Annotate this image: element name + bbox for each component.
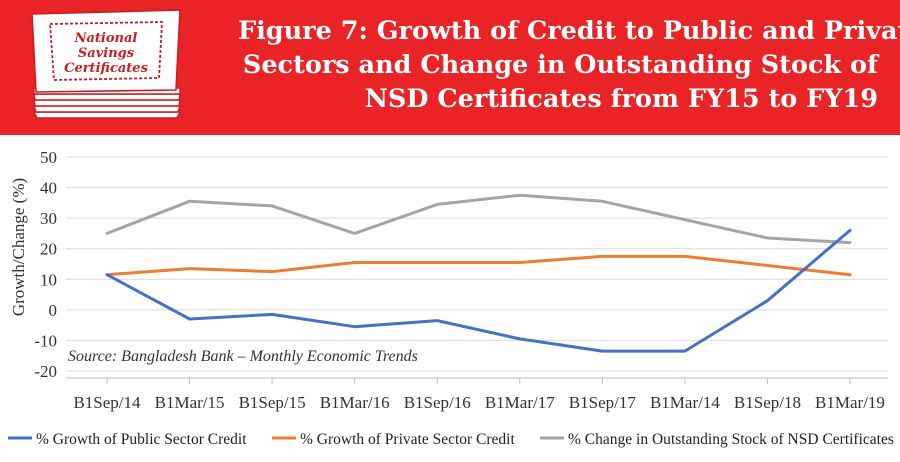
x-tick-label: B1Mar/17: [485, 393, 555, 412]
y-axis-ticks: 50 40 30 20 10 0 -10 -20: [34, 148, 57, 381]
y-tick-label: 30: [40, 209, 57, 228]
x-tick-label: B1Mar/16: [320, 393, 390, 412]
y-tick-label: -10: [34, 331, 57, 350]
legend: % Growth of Public Sector Credit % Growth…: [8, 431, 894, 448]
x-tick-label: B1Sep/15: [239, 393, 306, 412]
y-tick-label: 20: [40, 240, 57, 259]
figure-title-line-2: Sectors and Change in Outstanding Stock …: [242, 50, 878, 80]
x-tick-label: B1Sep/14: [73, 393, 141, 412]
x-tick-label: B1Sep/16: [404, 393, 471, 412]
data-series: [105, 193, 852, 353]
nsd-certificates-logo: National Savings Certificates: [31, 9, 182, 119]
series-line: [105, 254, 852, 277]
x-axis: B1Sep/14 B1Mar/15 B1Sep/15 B1Mar/16 B1Sep/16…: [66, 377, 888, 412]
x-tick-label: B1Sep/18: [734, 393, 801, 412]
x-tick-label: B1Mar/14: [650, 393, 720, 412]
figure-title: Figure 7: Growth of Credit to Public and…: [238, 14, 900, 116]
figure-title-line-1: Figure 7: Growth of Credit to Public and…: [238, 16, 900, 46]
y-tick-label: -20: [34, 362, 57, 381]
series-line: [105, 228, 852, 353]
logo-line-3: Certificates: [64, 61, 148, 76]
gridlines: [66, 156, 888, 372]
y-tick-label: 50: [40, 148, 57, 167]
certificate-front: National Savings Certificates: [31, 9, 181, 93]
series-line: [105, 193, 852, 245]
logo-line-2: Savings: [78, 46, 135, 61]
logo-line-1: National: [74, 31, 138, 46]
y-tick-label: 0: [49, 301, 58, 320]
source-note: Source: Bangladesh Bank – Monthly Econom…: [68, 348, 418, 365]
y-tick-label: 40: [40, 179, 57, 198]
legend-label: % Growth of Public Sector Credit: [36, 431, 247, 448]
y-axis-label: Growth/Change (%): [9, 178, 28, 316]
x-tick-label: B1Mar/15: [155, 393, 225, 412]
legend-label: % Growth of Private Sector Credit: [300, 431, 515, 448]
title-banner: National Savings Certificates Figure 7: …: [0, 0, 900, 135]
y-tick-label: 10: [40, 270, 57, 289]
figure-title-line-3: NSD Certificates from FY15 to FY19: [364, 84, 878, 114]
x-tick-label: B1Sep/17: [569, 393, 637, 412]
legend-label: % Change in Outstanding Stock of NSD Cer…: [568, 431, 894, 448]
x-tick-label: B1Mar/19: [815, 393, 885, 412]
